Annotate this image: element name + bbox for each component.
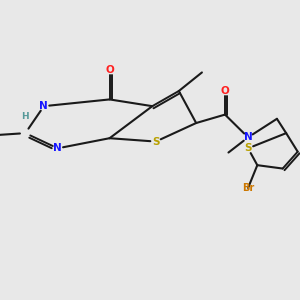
Text: O: O <box>220 86 230 96</box>
Text: Br: Br <box>242 183 254 193</box>
Text: S: S <box>152 136 160 147</box>
Text: H: H <box>22 112 29 121</box>
Text: N: N <box>244 132 253 142</box>
Text: S: S <box>244 143 252 153</box>
Text: N: N <box>40 101 48 111</box>
Text: N: N <box>53 143 62 153</box>
Text: O: O <box>105 65 114 75</box>
